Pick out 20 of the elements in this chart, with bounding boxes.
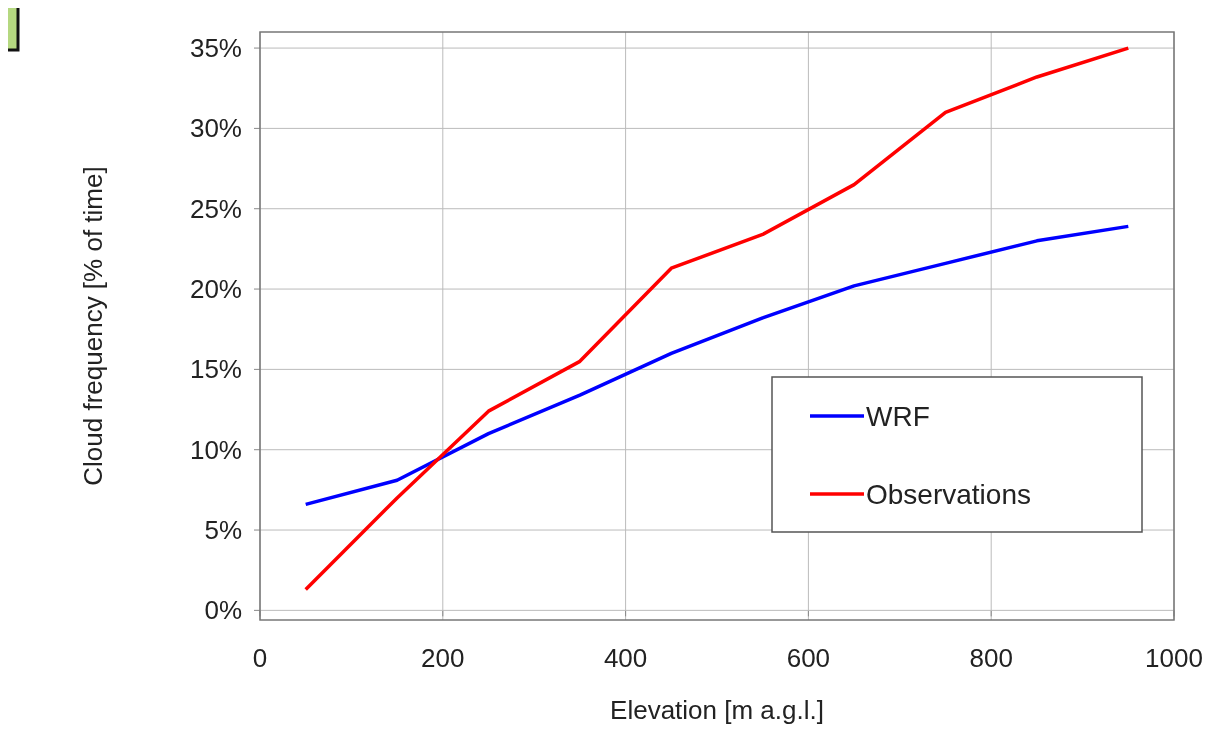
x-tick-label: 200 [421,643,465,673]
line-series [303,46,1131,592]
y-tick-label: 10% [189,434,242,465]
y-tick-label: 25% [189,193,242,224]
x-tick-label: 0 [252,643,268,673]
legend-label: Observations [866,479,1031,510]
x-tick-label: 400 [603,643,648,673]
y-tick-label: 30% [189,113,242,144]
x-tick-label: 800 [969,643,1013,673]
x-tick-label: 600 [786,643,831,673]
y-tick-label: 20% [189,274,242,305]
x-tick-label: 1000 [1145,643,1203,673]
x-axis-title: Elevation [m a.g.l.] [610,695,824,725]
line-series [303,224,1131,507]
y-tick-label: 0% [204,595,242,626]
y-tick-label: 15% [189,354,242,385]
y-tick-label: 5% [204,515,242,546]
y-axis-title: Cloud frequency [% of time] [78,166,108,486]
legend-label: WRF [866,401,930,432]
y-tick-label: 35% [189,33,242,64]
